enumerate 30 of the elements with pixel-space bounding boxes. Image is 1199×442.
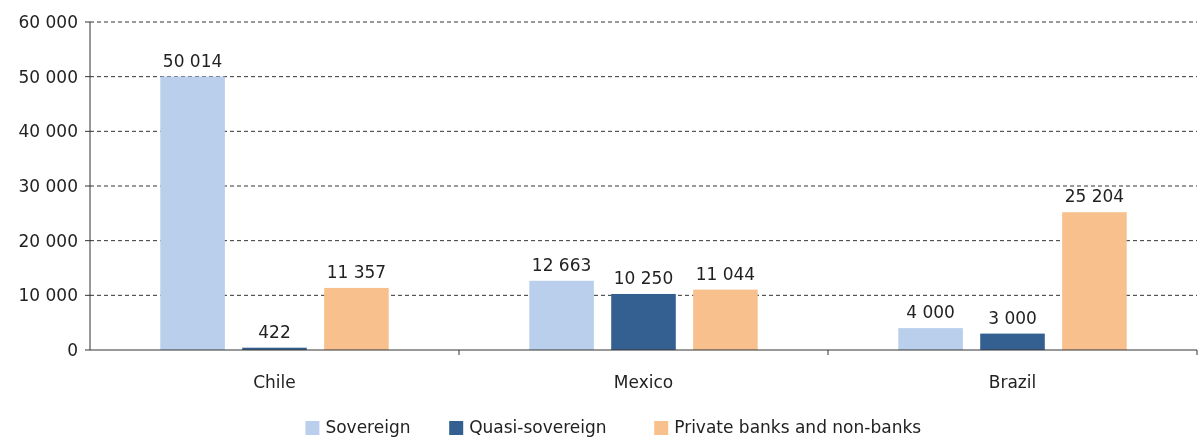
data-label: 11 044 xyxy=(695,263,756,284)
bar xyxy=(898,328,963,350)
bar xyxy=(1062,212,1127,350)
x-tick-label: Mexico xyxy=(613,372,674,392)
bar xyxy=(611,293,676,350)
data-label: 50 014 xyxy=(162,50,223,71)
y-tick-label: 30 000 xyxy=(18,175,78,196)
y-tick-label: 20 000 xyxy=(18,230,78,251)
y-tick-label: 0 xyxy=(67,339,78,360)
bar xyxy=(693,289,758,350)
legend-label: Sovereign xyxy=(325,417,411,437)
data-label: 11 357 xyxy=(326,261,387,282)
legend-label: Quasi-sovereign xyxy=(469,417,607,437)
y-tick-label: 60 000 xyxy=(18,11,78,32)
legend-label: Private banks and non-banks xyxy=(674,417,922,437)
data-label: 25 204 xyxy=(1064,186,1125,207)
x-tick-label: Brazil xyxy=(988,372,1037,392)
y-tick-label: 40 000 xyxy=(18,121,78,142)
bar xyxy=(980,333,1045,350)
bar xyxy=(160,76,225,350)
data-label: 3 000 xyxy=(988,307,1037,328)
bar xyxy=(324,287,389,350)
data-label: 10 250 xyxy=(613,267,674,288)
bar xyxy=(529,280,594,350)
data-label: 4 000 xyxy=(906,302,955,323)
x-tick-label: Chile xyxy=(253,372,296,392)
data-label: 12 663 xyxy=(531,254,592,275)
data-label: 422 xyxy=(258,321,291,342)
y-tick-label: 10 000 xyxy=(18,285,78,306)
y-tick-label: 50 000 xyxy=(18,66,78,87)
